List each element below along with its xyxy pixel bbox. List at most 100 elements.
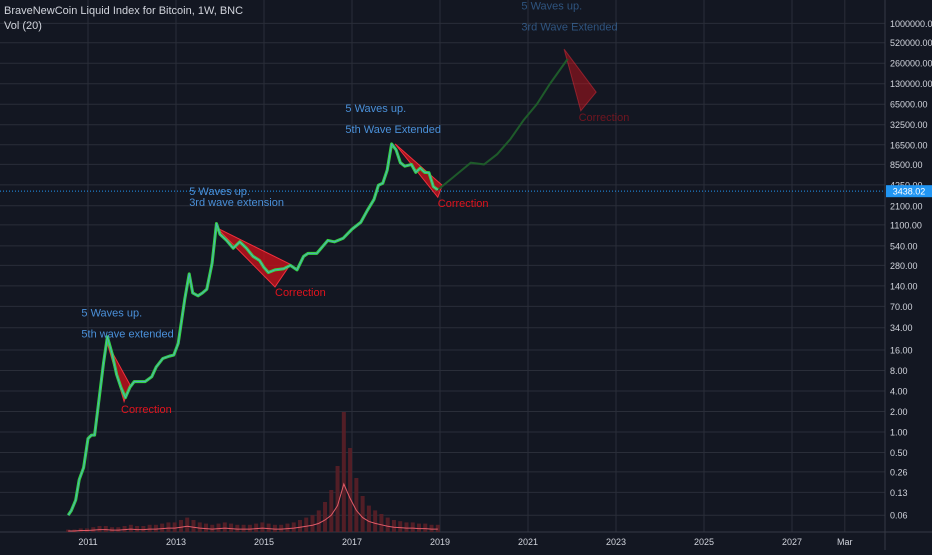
y-tick-label: 140.00 — [890, 281, 918, 291]
volume-ma-line — [68, 482, 438, 532]
volume-bar — [178, 520, 183, 532]
volume-bar — [135, 526, 140, 532]
volume-bar — [241, 524, 246, 532]
volume-bar — [398, 521, 403, 532]
x-tick-label: 2025 — [694, 537, 714, 547]
volume-bar — [204, 523, 209, 532]
wave-annotation-line: 3rd wave extension — [189, 197, 284, 209]
volume-bar — [191, 520, 196, 532]
wave-annotations: 5 Waves up. 5th wave extended 5 Waves up.… — [81, 1, 617, 341]
x-tick-label: 2017 — [342, 537, 362, 547]
volume-bar — [373, 510, 378, 532]
volume-bar — [323, 502, 328, 532]
y-tick-label: 8.00 — [890, 366, 908, 376]
volume-bar — [423, 523, 428, 532]
y-tick-label: 34.00 — [890, 323, 913, 333]
volume-pane — [66, 412, 440, 532]
y-tick-label: 540.00 — [890, 241, 918, 251]
volume-bar — [291, 522, 296, 532]
volume-bar — [410, 522, 415, 532]
volume-bar — [391, 520, 396, 532]
volume-bar — [197, 522, 202, 532]
x-tick-label: 2021 — [518, 537, 538, 547]
volume-bar — [260, 522, 265, 532]
volume-bar — [335, 466, 340, 532]
volume-bar — [172, 522, 177, 532]
volume-bar — [354, 478, 359, 532]
volume-indicator-label[interactable]: Vol (20) — [4, 20, 42, 32]
volume-bar — [341, 412, 346, 532]
volume-bar — [272, 524, 277, 532]
y-tick-label: 0.06 — [890, 511, 908, 521]
y-tick-label: 65000.00 — [890, 100, 928, 110]
current-price-tag — [886, 185, 932, 198]
correction-label: Correction — [579, 112, 630, 124]
x-tick-label: 2011 — [78, 537, 97, 547]
y-tick-label: 1.00 — [890, 428, 908, 438]
y-tick-label: 2.00 — [890, 407, 908, 417]
volume-bar — [316, 510, 321, 532]
volume-bar — [429, 524, 434, 532]
volume-bar — [404, 522, 409, 532]
volume-bar — [329, 490, 334, 532]
y-tick-label: 4.00 — [890, 387, 908, 397]
volume-bar — [185, 517, 190, 532]
volume-bar — [285, 523, 290, 532]
x-tick-label: 2027 — [782, 537, 802, 547]
chart-legend: BraveNewCoin Liquid Index for Bitcoin, 1… — [4, 4, 243, 34]
volume-bar — [247, 524, 252, 532]
x-tick-label: 2015 — [254, 537, 274, 547]
correction-label: Correction — [438, 198, 489, 210]
volume-bar — [279, 524, 284, 532]
x-tick-label: Mar — [837, 537, 853, 547]
y-tick-label: 2100.00 — [890, 201, 923, 211]
y-tick-label: 32500.00 — [890, 120, 928, 130]
current-price-value: 3438.02 — [893, 187, 926, 197]
volume-bar — [128, 524, 133, 532]
volume-bar — [229, 523, 234, 532]
y-tick-label: 0.50 — [890, 448, 908, 458]
x-tick-label: 2023 — [606, 537, 626, 547]
wave-annotation-line: 3rd Wave Extended — [521, 22, 617, 34]
volume-bar — [254, 523, 259, 532]
volume-bar — [210, 524, 215, 532]
volume-bar — [360, 496, 365, 532]
y-tick-label: 130000.00 — [890, 79, 932, 89]
symbol-title[interactable]: BraveNewCoin Liquid Index for Bitcoin, 1… — [4, 5, 244, 17]
x-axis[interactable]: 2011 2013 2015 2017 2019 2021 2023 2025 2027 Mar — [78, 537, 852, 547]
y-tick-label: 520000.00 — [890, 38, 932, 48]
volume-bar — [235, 524, 240, 532]
volume-bar — [266, 523, 271, 532]
volume-bar — [160, 523, 165, 532]
y-tick-label: 280.00 — [890, 261, 918, 271]
volume-bar — [385, 517, 390, 532]
x-tick-label: 2013 — [166, 537, 186, 547]
volume-bar — [103, 526, 108, 532]
projection-line — [437, 58, 569, 191]
x-tick-label: 2019 — [430, 537, 450, 547]
wave-annotation-line: 5th Wave Extended — [345, 124, 441, 136]
correction-label: Correction — [121, 404, 172, 416]
wave-annotation-line: 5 Waves up. — [189, 186, 250, 198]
y-tick-label: 0.26 — [890, 467, 908, 477]
wave-annotation-line: 5 Waves up. — [81, 307, 142, 319]
correction-triangle[interactable] — [563, 48, 597, 112]
y-tick-label: 8500.00 — [890, 160, 923, 170]
volume-bar — [435, 524, 440, 532]
wave-annotation-line: 5th wave extended — [81, 328, 173, 340]
volume-bar — [222, 522, 227, 532]
volume-bar — [141, 526, 146, 532]
volume-bar — [216, 523, 221, 532]
y-tick-label: 16.00 — [890, 346, 913, 356]
y-tick-label: 260000.00 — [890, 59, 932, 69]
y-tick-label: 1000000.00 — [890, 19, 932, 29]
y-tick-label: 1100.00 — [890, 220, 922, 230]
volume-bar — [166, 522, 171, 532]
y-tick-label: 70.00 — [890, 302, 913, 312]
correction-label: Correction — [275, 287, 326, 299]
volume-bar — [153, 524, 158, 532]
volume-bar — [366, 505, 371, 532]
